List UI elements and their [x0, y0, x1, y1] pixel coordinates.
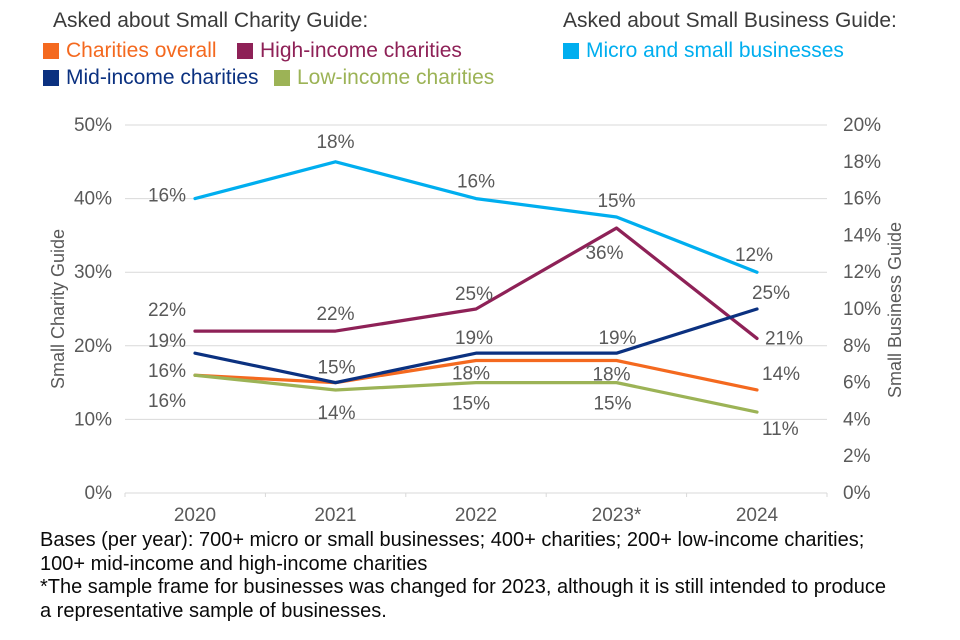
data-label: 25%	[455, 284, 493, 305]
left-axis-tick: 30%	[74, 262, 112, 283]
data-label: 19%	[598, 328, 636, 349]
right-axis-tick: 12%	[843, 262, 881, 283]
data-label: 14%	[317, 403, 355, 424]
series-line-mid-income-charities	[193, 307, 759, 385]
legend-swatch-low-income	[274, 70, 290, 86]
data-label: 18%	[316, 132, 354, 153]
data-label: 19%	[455, 328, 493, 349]
data-label: 11%	[762, 419, 799, 440]
data-label: 36%	[585, 243, 623, 264]
footnote-sample-frame-line1: *The sample frame for businesses was cha…	[40, 576, 887, 598]
x-axis-label: 2021	[314, 505, 356, 526]
left-axis-tick: 10%	[74, 409, 112, 430]
data-label: 19%	[148, 331, 186, 352]
left-axis-title: Small Charity Guide	[48, 229, 68, 389]
right-axis-tick: 18%	[843, 152, 881, 173]
legend-label-micro-small-businesses: Micro and small businesses	[586, 39, 844, 62]
series-line-micro-and-small-businesses	[193, 160, 759, 274]
footnote-bases-line2: 100+ mid-income and high-income charitie…	[40, 552, 428, 575]
data-label: 16%	[148, 391, 186, 412]
legend-item-mid-income: Mid-income charities	[43, 66, 259, 90]
left-axis-tick: 20%	[74, 336, 112, 357]
legend-swatch-high-income	[237, 43, 253, 59]
data-label: 16%	[148, 186, 186, 207]
right-axis-tick: 6%	[843, 373, 871, 394]
data-label: 18%	[452, 364, 490, 385]
right-axis-tick: 2%	[843, 446, 871, 467]
legend-label-charities-overall: Charities overall	[66, 39, 217, 62]
left-axis-tick: 40%	[74, 189, 112, 210]
left-axis-tick: 0%	[85, 483, 113, 504]
legend-label-mid-income: Mid-income charities	[66, 66, 259, 89]
legend-item-charities-overall: Charities overall	[43, 39, 217, 63]
x-axis-label: 2024	[736, 505, 779, 526]
x-axis-label: 2023*	[592, 505, 642, 526]
right-axis-tick: 0%	[843, 483, 871, 504]
legend-swatch-charities-overall	[43, 43, 59, 59]
legend-swatch-mid-income	[43, 70, 59, 86]
x-axis-label: 2020	[174, 505, 216, 526]
footnote-sample-frame-line2: a representative sample of businesses.	[40, 599, 387, 622]
data-label: 15%	[317, 358, 355, 379]
data-label: 22%	[148, 300, 186, 321]
left-axis-tick: 50%	[74, 115, 112, 136]
right-axis-tick: 10%	[843, 299, 881, 320]
data-label: 21%	[765, 328, 803, 349]
data-label: 25%	[752, 283, 790, 304]
legend-title-charity: Asked about Small Charity Guide:	[53, 9, 369, 32]
legend-label-low-income: Low-income charities	[297, 66, 495, 89]
legend-item-high-income: High-income charities	[237, 39, 462, 63]
dual-axis-line-chart: 0% 10% 20% 30% 40% 50% 0% 2% 4% 6% 8% 10% 12% 14% 16% 1…	[48, 115, 905, 526]
legend-title-business: Asked about Small Business Guide:	[563, 9, 897, 32]
series-line-high-income-charities	[193, 226, 759, 341]
data-label: 16%	[148, 361, 186, 382]
footnote-bases-line1: Bases (per year): 700+ micro or small bu…	[40, 529, 865, 551]
data-label: 15%	[593, 394, 631, 415]
data-label: 14%	[762, 364, 800, 385]
legend-swatch-micro-small-businesses	[563, 43, 579, 59]
series-line-low-income-charities	[193, 373, 759, 414]
data-label: 16%	[457, 172, 495, 193]
right-axis-tick: 20%	[843, 115, 881, 136]
data-label: 22%	[316, 304, 354, 325]
data-label: 15%	[452, 394, 490, 415]
right-axis-tick: 16%	[843, 189, 881, 210]
right-axis-title: Small Business Guide	[885, 222, 905, 398]
data-label: 15%	[597, 191, 635, 212]
data-label: 18%	[592, 365, 630, 386]
right-axis-tick: 14%	[843, 225, 881, 246]
series-line-charities-overall	[193, 358, 759, 392]
right-axis-tick: 4%	[843, 409, 871, 430]
legend-item-low-income: Low-income charities	[274, 66, 494, 90]
chart-footnotes: Bases (per year): 700+ micro or small bu…	[40, 529, 945, 623]
right-axis-tick: 8%	[843, 336, 871, 357]
data-label: 12%	[735, 245, 773, 266]
x-axis-label: 2022	[455, 505, 497, 526]
legend-label-high-income: High-income charities	[260, 39, 462, 62]
legend-item-micro-small-businesses: Micro and small businesses	[563, 39, 844, 63]
